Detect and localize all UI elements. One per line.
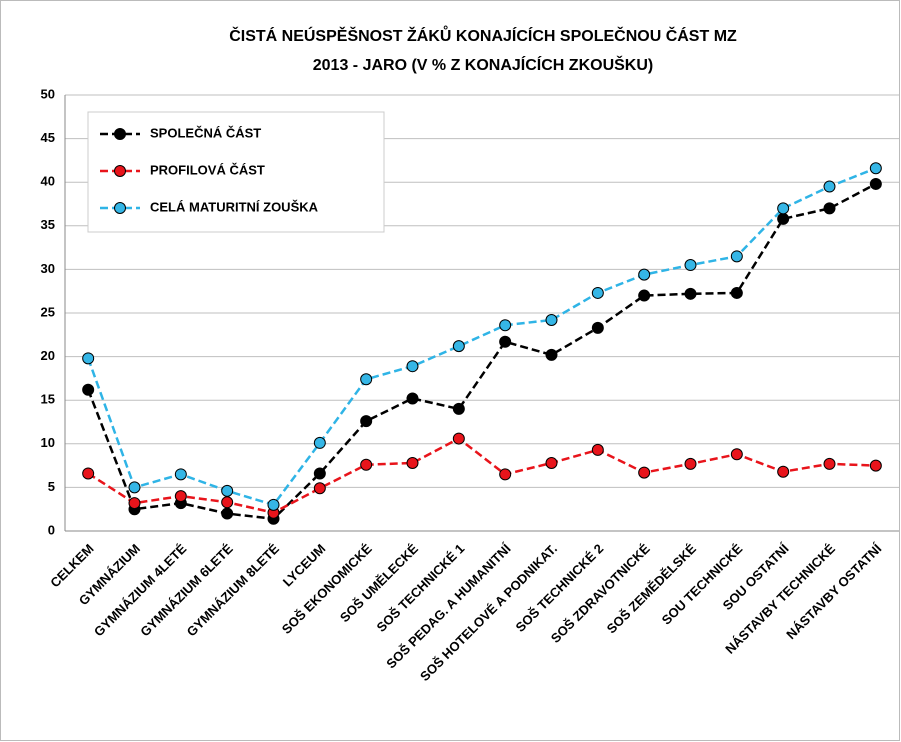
data-point (360, 458, 373, 471)
data-point (545, 456, 558, 469)
data-point (545, 313, 558, 326)
data-point (221, 484, 234, 497)
data-point (545, 348, 558, 361)
series-line (86, 167, 877, 507)
data-point (360, 373, 373, 386)
y-tick-label: 50 (41, 86, 55, 101)
data-point (499, 335, 512, 348)
series-line (87, 182, 877, 521)
data-point (406, 456, 419, 469)
data-point (128, 497, 141, 510)
data-point (869, 177, 882, 190)
data-point (82, 352, 95, 365)
data-point (360, 415, 373, 428)
data-point (684, 259, 697, 272)
y-tick-label: 20 (41, 348, 55, 363)
data-point (638, 466, 651, 479)
data-point (406, 392, 419, 405)
data-point (777, 212, 790, 225)
data-point (452, 340, 465, 353)
y-tick-label: 5 (48, 479, 55, 494)
data-point (82, 383, 95, 396)
data-point (591, 321, 604, 334)
data-point (591, 443, 604, 456)
data-point (267, 498, 280, 511)
data-point (777, 465, 790, 478)
legend-marker (114, 128, 126, 140)
y-tick-label: 30 (41, 261, 55, 276)
data-point (730, 448, 743, 461)
data-point (313, 467, 326, 480)
data-point (221, 507, 234, 520)
data-point (684, 287, 697, 300)
data-point (869, 162, 882, 175)
data-point (499, 468, 512, 481)
data-point (591, 286, 604, 299)
data-point (638, 289, 651, 302)
legend-marker (114, 202, 126, 214)
y-tick-label: 15 (41, 392, 55, 407)
data-point (823, 457, 836, 470)
data-point (313, 436, 326, 449)
y-tick-label: 10 (41, 435, 55, 450)
data-point (82, 467, 95, 480)
data-point (730, 286, 743, 299)
data-point (777, 202, 790, 215)
legend-marker (114, 165, 126, 177)
y-tick-label: 25 (41, 304, 55, 319)
data-point (730, 250, 743, 263)
data-point (174, 468, 187, 481)
data-point (406, 360, 419, 373)
chart-subtitle: 2013 - JARO (V % Z KONAJÍCÍCH ZKOUŠKU) (313, 55, 654, 74)
data-point (499, 319, 512, 332)
y-tick-label: 0 (48, 522, 55, 537)
y-tick-label: 45 (41, 130, 55, 145)
data-point (174, 490, 187, 503)
legend-label: PROFILOVÁ ČÁST (150, 162, 265, 177)
data-point (638, 268, 651, 281)
data-point (823, 180, 836, 193)
data-point (452, 432, 465, 445)
data-point (452, 402, 465, 415)
chart-title: ČISTÁ NEÚSPĚŠNOST ŽÁKŮ KONAJÍCÍCH SPOLEČ… (229, 25, 737, 45)
legend-label: SPOLEČNÁ ČÁST (150, 125, 261, 140)
legend-label: CELÁ MATURITNÍ ZOUŠKA (150, 199, 319, 214)
data-point (221, 496, 234, 509)
y-tick-label: 35 (41, 217, 55, 232)
data-point (823, 202, 836, 215)
data-point (313, 482, 326, 495)
data-point (684, 457, 697, 470)
y-tick-label: 40 (41, 174, 55, 189)
data-point (869, 459, 882, 472)
data-point (128, 481, 141, 494)
